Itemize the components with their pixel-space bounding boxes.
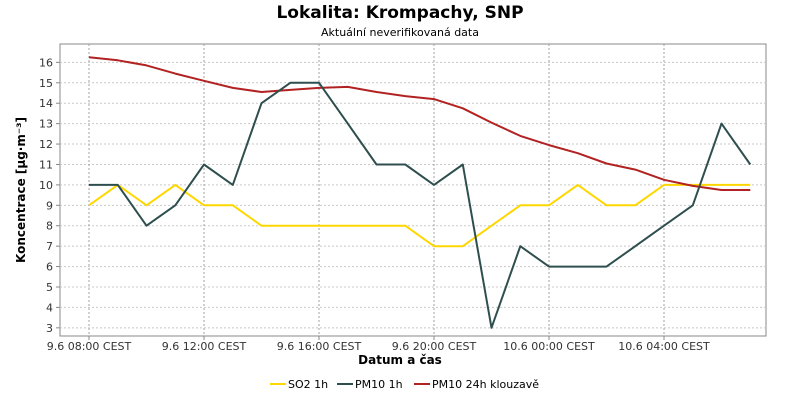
- y-tick-label: 9: [46, 199, 53, 212]
- x-tick-label: 9.6 08:00 CEST: [47, 340, 132, 353]
- x-tick-label: 9.6 12:00 CEST: [162, 340, 247, 353]
- legend-label: SO2 1h: [288, 378, 328, 391]
- x-tick-label: 10.6 04:00 CEST: [618, 340, 710, 353]
- chart-subtitle: Aktuální neverifikovaná data: [321, 26, 479, 39]
- y-tick-label: 16: [39, 56, 53, 69]
- y-tick-label: 6: [46, 261, 53, 274]
- legend: SO2 1h PM10 1h PM10 24h klouzavě: [270, 378, 539, 391]
- y-tick-label: 7: [46, 240, 53, 253]
- y-axis-ticks: 3 4 5 6 7 8 9 10 11 12 13 14 15 16: [39, 56, 60, 335]
- y-tick-label: 8: [46, 220, 53, 233]
- chart-title: Lokalita: Krompachy, SNP: [276, 3, 523, 23]
- y-tick-label: 15: [39, 77, 53, 90]
- legend-label: PM10 1h: [355, 378, 403, 391]
- y-tick-label: 3: [46, 322, 53, 335]
- x-axis-ticks: 9.6 08:00 CEST 9.6 12:00 CEST 9.6 16:00 CE…: [47, 336, 710, 353]
- legend-label: PM10 24h klouzavě: [432, 378, 539, 391]
- plot-area: [59, 43, 767, 337]
- y-axis-label: Koncentrace [µg·m⁻³]: [14, 117, 28, 263]
- series-line-1: [89, 81, 752, 329]
- y-tick-label: 10: [39, 179, 53, 192]
- x-tick-label: 10.6 00:00 CEST: [503, 340, 595, 353]
- x-tick-label: 9.6 20:00 CEST: [392, 340, 477, 353]
- y-tick-label: 13: [39, 118, 53, 131]
- series-line-0: [88, 183, 751, 248]
- y-tick-label: 4: [46, 301, 53, 314]
- y-tick-label: 12: [39, 138, 53, 151]
- y-tick-label: 11: [39, 158, 53, 171]
- x-axis-label: Datum a čas: [358, 353, 442, 367]
- series-line-2: [88, 56, 751, 191]
- y-tick-label: 5: [46, 281, 53, 294]
- series-lines: [88, 56, 752, 329]
- grid: [60, 44, 766, 336]
- y-tick-label: 14: [39, 97, 53, 110]
- x-tick-label: 9.6 16:00 CEST: [277, 340, 362, 353]
